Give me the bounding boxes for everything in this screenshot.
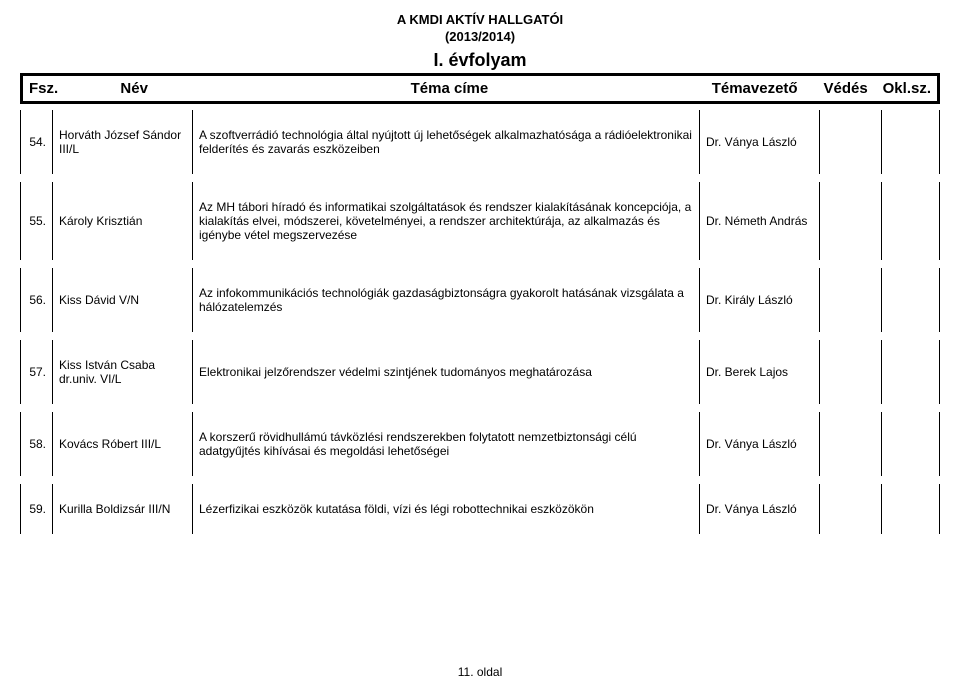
cell-topic: Elektronikai jelzőrendszer védelmi szint… [193, 340, 700, 404]
col-header-supervisor: Témavezető [695, 74, 815, 102]
cell-topic: Lézerfizikai eszközök kutatása földi, ví… [193, 484, 700, 534]
table-row: 54. Horváth József Sándor III/L A szoftv… [21, 110, 940, 174]
col-header-name: Név [64, 74, 204, 102]
column-header-table: Fsz. Név Téma címe Témavezető Védés Okl.… [20, 73, 940, 104]
cell-supervisor: Dr. Ványa László [700, 484, 820, 534]
cell-diploma [882, 340, 940, 404]
document-title: A KMDI AKTÍV HALLGATÓI (2013/2014) [20, 12, 940, 46]
table-row: 56. Kiss Dávid V/N Az infokommunikációs … [21, 268, 940, 332]
table-row: 55. Károly Krisztián Az MH tábori híradó… [21, 182, 940, 260]
cell-defense [820, 110, 882, 174]
title-line-2: (2013/2014) [445, 29, 515, 44]
cell-name: Kovács Róbert III/L [53, 412, 193, 476]
column-header-row: Fsz. Név Téma címe Témavezető Védés Okl.… [22, 74, 939, 102]
col-header-diploma: Okl.sz. [877, 74, 939, 102]
cell-num: 56. [21, 268, 53, 332]
cell-diploma [882, 110, 940, 174]
cell-name: Károly Krisztián [53, 182, 193, 260]
cell-num: 59. [21, 484, 53, 534]
cell-supervisor: Dr. Király László [700, 268, 820, 332]
cell-supervisor: Dr. Németh András [700, 182, 820, 260]
cell-defense [820, 412, 882, 476]
cell-topic: A szoftverrádió technológia által nyújto… [193, 110, 700, 174]
cell-name: Kiss Dávid V/N [53, 268, 193, 332]
page: A KMDI AKTÍV HALLGATÓI (2013/2014) I. év… [0, 0, 960, 687]
cell-name: Kiss István Csaba dr.univ. VI/L [53, 340, 193, 404]
cell-num: 55. [21, 182, 53, 260]
cell-name: Kurilla Boldizsár III/N [53, 484, 193, 534]
cell-diploma [882, 182, 940, 260]
cell-defense [820, 484, 882, 534]
cell-topic: Az infokommunikációs technológiák gazdas… [193, 268, 700, 332]
cell-defense [820, 340, 882, 404]
col-header-topic: Téma címe [204, 74, 694, 102]
cell-defense [820, 268, 882, 332]
cell-supervisor: Dr. Ványa László [700, 110, 820, 174]
page-footer: 11. oldal [20, 665, 940, 679]
cell-name: Horváth József Sándor III/L [53, 110, 193, 174]
title-line-1: A KMDI AKTÍV HALLGATÓI [397, 12, 563, 27]
year-header: I. évfolyam [20, 50, 940, 71]
cell-diploma [882, 268, 940, 332]
data-table: 54. Horváth József Sándor III/L A szoftv… [20, 110, 940, 534]
cell-supervisor: Dr. Ványa László [700, 412, 820, 476]
cell-defense [820, 182, 882, 260]
table-row: 57. Kiss István Csaba dr.univ. VI/L Elek… [21, 340, 940, 404]
cell-num: 54. [21, 110, 53, 174]
cell-diploma [882, 484, 940, 534]
cell-num: 57. [21, 340, 53, 404]
cell-supervisor: Dr. Berek Lajos [700, 340, 820, 404]
table-row: 59. Kurilla Boldizsár III/N Lézerfizikai… [21, 484, 940, 534]
col-header-defense: Védés [815, 74, 877, 102]
table-row: 58. Kovács Róbert III/L A korszerű rövid… [21, 412, 940, 476]
col-header-num: Fsz. [22, 74, 65, 102]
cell-diploma [882, 412, 940, 476]
cell-num: 58. [21, 412, 53, 476]
cell-topic: A korszerű rövidhullámú távközlési rends… [193, 412, 700, 476]
cell-topic: Az MH tábori híradó és informatikai szol… [193, 182, 700, 260]
